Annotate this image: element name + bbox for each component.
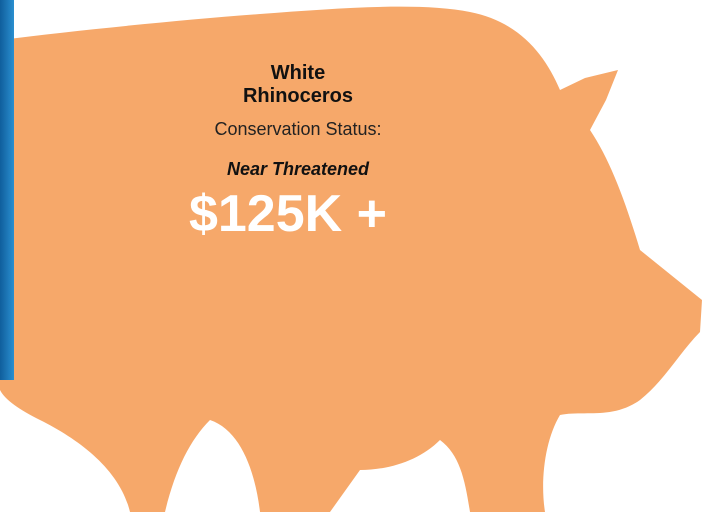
price: $125K + <box>188 185 388 243</box>
conservation-status: Near Threatened <box>226 159 370 179</box>
side-bar <box>0 0 14 380</box>
status-label: Conservation Status: <box>214 119 382 139</box>
animal-name: White Rhinoceros <box>242 62 354 107</box>
rhino-silhouette <box>0 6 702 512</box>
